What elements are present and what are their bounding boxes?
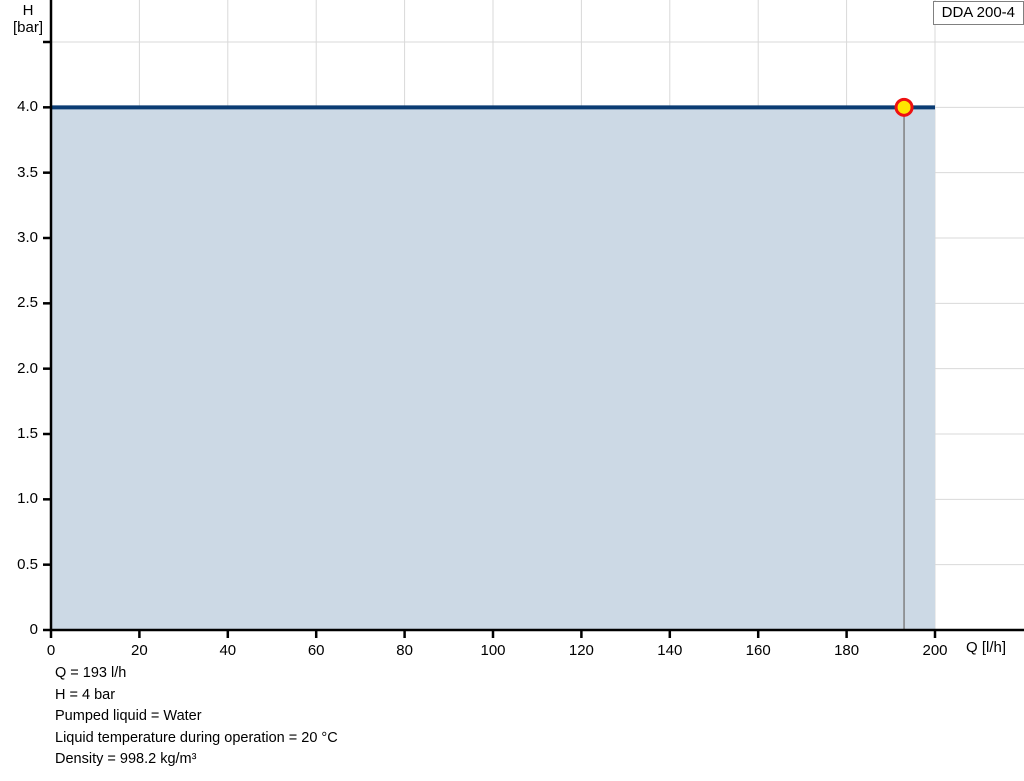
- annotation-line: Density = 998.2 kg/m³: [55, 751, 197, 768]
- x-axis-title: Q [l/h]: [966, 639, 1007, 656]
- y-tick-label: 2.0: [17, 359, 38, 377]
- legend-pump-model[interactable]: DDA 200-4: [932, 1, 1024, 25]
- y-tick-label: 4.0: [17, 98, 38, 116]
- y-tick-label: 2.5: [17, 294, 38, 312]
- x-tick-label: 0: [46, 642, 56, 659]
- x-tick-label: 200: [922, 642, 948, 659]
- annotation-line: H = 4 bar: [55, 686, 116, 703]
- legend-label: DDA 200-4: [941, 4, 1015, 21]
- x-tick-label: 100: [480, 642, 506, 659]
- annotation-line: Q = 193 l/h: [55, 665, 127, 681]
- y-tick-label: 1.0: [17, 490, 38, 508]
- x-tick-label: 120: [568, 642, 594, 659]
- x-tick-label: 180: [834, 642, 860, 659]
- x-tick-label: 80: [396, 642, 413, 659]
- curve-fill-area: [51, 107, 935, 631]
- y-axis-title-unit: [bar]: [12, 19, 43, 36]
- y-tick-label: 3.5: [17, 163, 38, 181]
- y-axis-title-symbol: H: [22, 2, 34, 19]
- tick-marks: [43, 40, 937, 638]
- y-axis-title: H [bar]: [8, 2, 48, 36]
- chart-annotation-block: Q = 193 l/h H = 4 bar Pumped liquid = Wate…: [55, 663, 338, 771]
- y-tick-label: 1.5: [17, 425, 38, 442]
- operating-point-marker[interactable]: [894, 97, 914, 117]
- x-tick-label: 60: [307, 642, 325, 659]
- y-tick-label: 0.5: [17, 555, 38, 573]
- annotation-line: Pumped liquid = Water: [55, 708, 202, 725]
- x-tick-label: 20: [131, 642, 148, 659]
- y-tick-label: 3.0: [17, 229, 38, 246]
- y-tick-label: 0: [29, 621, 38, 638]
- x-tick-label: 40: [219, 642, 237, 659]
- x-tick-label: 160: [745, 642, 771, 659]
- x-tick-label: 140: [657, 642, 683, 659]
- axis-lines: [49, 0, 1024, 632]
- annotation-line: Liquid temperature during operation = 20…: [55, 729, 338, 746]
